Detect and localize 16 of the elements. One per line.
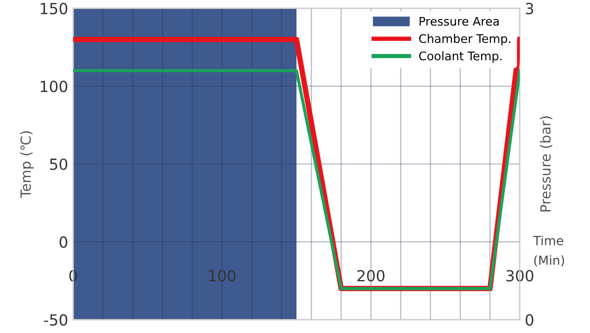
legend-label: Coolant Temp. (419, 51, 502, 63)
y2-tick-label: 0 (526, 314, 534, 326)
legend-label: Pressure Area (420, 16, 499, 26)
y-tick-label: 50 (50, 158, 68, 170)
y2-axis-title: Pressure (bar) (540, 116, 552, 212)
y-tick-label: -50 (44, 314, 68, 326)
x-tick-label: 300 (506, 270, 534, 282)
x-tick-label: 100 (209, 270, 236, 282)
y-tick-label: 150 (40, 2, 68, 14)
y-axis-title: Temp (℃) (20, 131, 34, 198)
y2-tick-label: 3 (526, 2, 534, 14)
y-tick-label: 0 (60, 236, 68, 248)
x-axis-title: Time (Min) (533, 236, 564, 266)
x-tick-label: 200 (357, 270, 384, 282)
legend-label: Chamber Temp. (419, 34, 510, 46)
y-tick-label: 100 (40, 80, 68, 92)
